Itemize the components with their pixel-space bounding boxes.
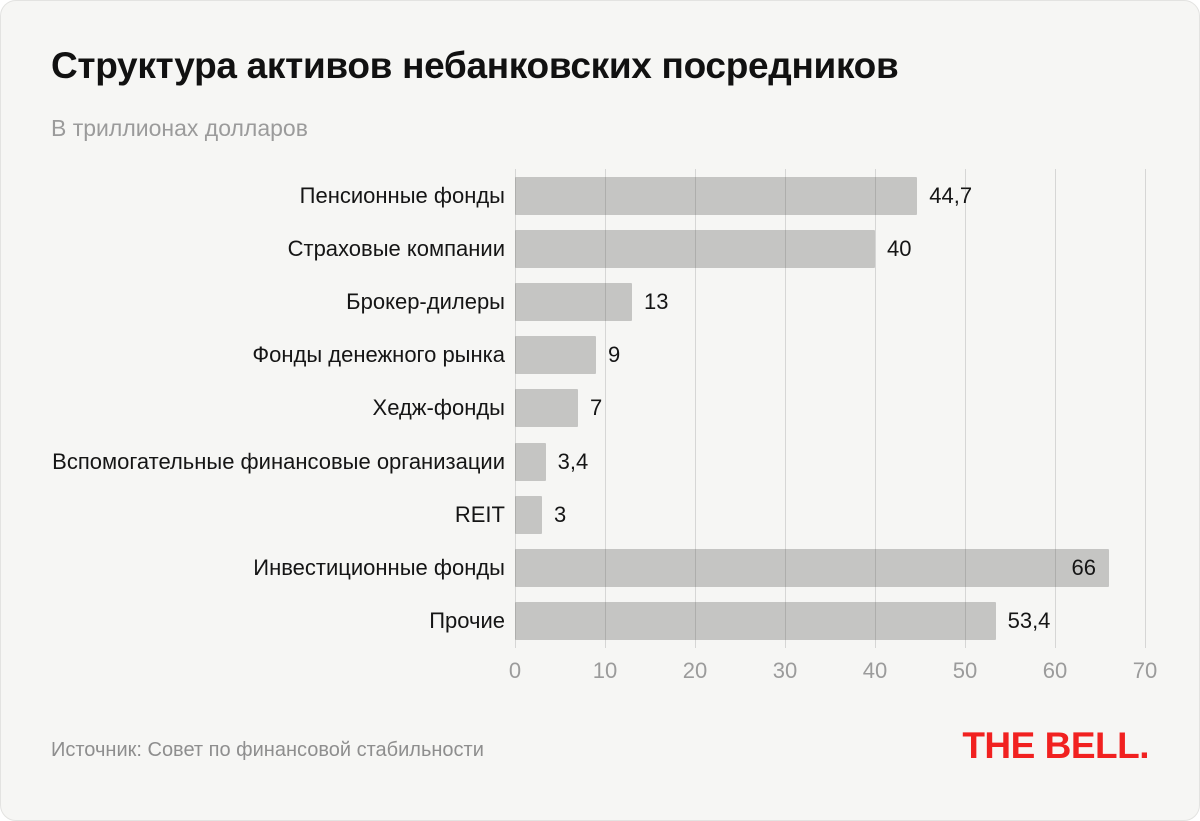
- bar-track: 44,7: [515, 176, 1157, 215]
- value-label: 3,4: [557, 448, 589, 474]
- bar: [515, 389, 578, 428]
- chart-row: REIT 3: [51, 488, 1157, 541]
- bar-track: 13: [515, 282, 1157, 321]
- category-label: Прочие: [429, 608, 505, 634]
- x-axis: 0 10 20 30 40 50 60 70: [51, 658, 1157, 692]
- value-label: 53,4: [1007, 608, 1051, 634]
- bar: [515, 336, 596, 375]
- bar-track: 3: [515, 495, 1157, 534]
- bar-track: 40: [515, 229, 1157, 268]
- axis-tick-label: 10: [592, 657, 618, 683]
- value-label: 7: [590, 395, 603, 421]
- chart-row: Пенсионные фонды 44,7: [51, 169, 1157, 222]
- category-label: Фонды денежного рынка: [252, 342, 505, 368]
- category-label: REIT: [454, 501, 505, 527]
- bar: [515, 495, 542, 534]
- bar: [515, 548, 1109, 587]
- chart-title: Структура активов небанковских посредник…: [51, 45, 899, 86]
- value-label: 40: [887, 235, 912, 261]
- axis-tick-label: 0: [508, 657, 522, 683]
- chart-row: Инвестиционные фонды 66: [51, 541, 1157, 594]
- axis-tick-label: 30: [772, 657, 798, 683]
- category-label: Брокер-дилеры: [346, 288, 505, 314]
- chart-row: Фонды денежного рынка 9: [51, 329, 1157, 382]
- axis-tick-label: 50: [952, 657, 978, 683]
- bar-track: 7: [515, 389, 1157, 428]
- chart-rows: Пенсионные фонды 44,7 Страховые компании 40…: [51, 169, 1157, 648]
- source-note: Источник: Совет по финансовой стабильнос…: [51, 739, 484, 761]
- axis-tick-label: 70: [1132, 657, 1158, 683]
- bar: [515, 229, 875, 268]
- category-label: Страховые компании: [287, 235, 505, 261]
- value-label: 66: [1071, 554, 1096, 580]
- bar: [515, 282, 632, 321]
- bar-track: 66: [515, 548, 1157, 587]
- bar: [515, 602, 996, 641]
- chart-row: Брокер-дилеры 13: [51, 275, 1157, 328]
- chart-subtitle: В триллионах долларов: [51, 115, 308, 141]
- bar-chart: Пенсионные фонды 44,7 Страховые компании 40…: [51, 169, 1157, 692]
- category-label: Пенсионные фонды: [299, 182, 505, 208]
- bar: [515, 442, 546, 481]
- bar-track: 3,4: [515, 442, 1157, 481]
- bar: [515, 176, 918, 215]
- category-label: Хедж-фонды: [372, 395, 505, 421]
- axis-tick-label: 40: [862, 657, 888, 683]
- chart-row: Страховые компании 40: [51, 222, 1157, 275]
- bar-track: 53,4: [515, 602, 1157, 641]
- axis-tick-label: 60: [1042, 657, 1068, 683]
- bar-track: 9: [515, 336, 1157, 375]
- chart-row: Прочие 53,4: [51, 595, 1157, 648]
- value-label: 13: [644, 288, 669, 314]
- category-label: Вспомогательные финансовые организации: [52, 448, 505, 474]
- axis-tick-label: 20: [682, 657, 708, 683]
- brand-logo: THE BELL.: [962, 725, 1149, 766]
- value-label: 44,7: [929, 182, 973, 208]
- chart-row: Хедж-фонды 7: [51, 382, 1157, 435]
- value-label: 9: [608, 342, 621, 368]
- chart-row: Вспомогательные финансовые организации 3,…: [51, 435, 1157, 488]
- value-label: 3: [554, 501, 567, 527]
- category-label: Инвестиционные фонды: [253, 554, 505, 580]
